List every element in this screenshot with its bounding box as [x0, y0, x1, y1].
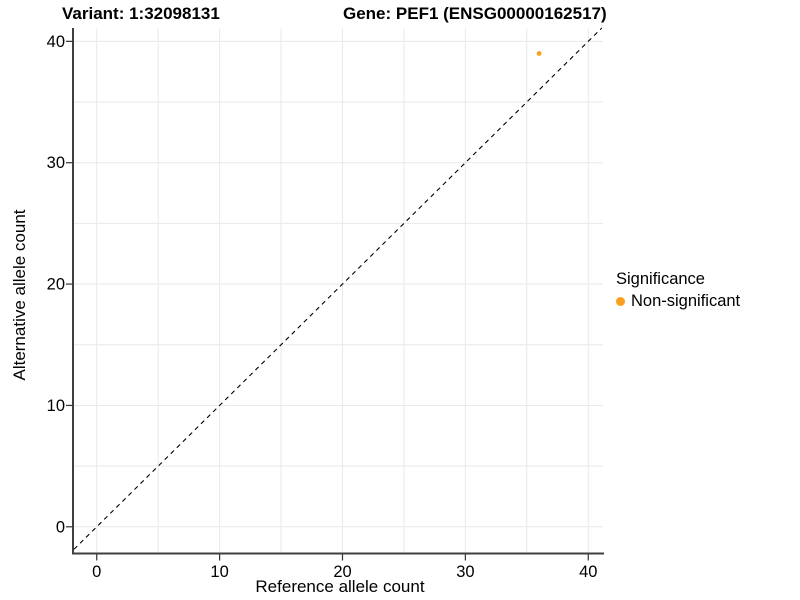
- plot-title-variant: Variant: 1:32098131: [62, 4, 220, 23]
- legend-item: Non-significant: [616, 292, 740, 311]
- identity-reference-line: [73, 27, 603, 550]
- x-axis-title: Reference allele count: [255, 577, 425, 596]
- x-tick-label: 30: [456, 563, 474, 581]
- x-tick-label: 20: [333, 563, 351, 581]
- data-point: [536, 51, 542, 56]
- y-tick-label: 20: [47, 276, 65, 294]
- legend: Significance Non-significant: [616, 270, 740, 311]
- legend-point-icon: [616, 297, 625, 306]
- y-tick-label: 0: [56, 518, 65, 536]
- legend-title: Significance: [616, 270, 705, 288]
- legend-item-label: Non-significant: [631, 292, 741, 310]
- x-tick-label: 10: [210, 563, 228, 581]
- y-axis-title: Alternative allele count: [10, 209, 29, 381]
- y-tick-label: 30: [47, 154, 65, 172]
- y-tick-label: 40: [47, 33, 65, 51]
- y-tick-label: 10: [47, 397, 65, 415]
- x-tick-label: 40: [579, 563, 597, 581]
- x-tick-label: 0: [92, 563, 101, 581]
- plot-title-gene: Gene: PEF1 (ENSG00000162517): [343, 4, 607, 23]
